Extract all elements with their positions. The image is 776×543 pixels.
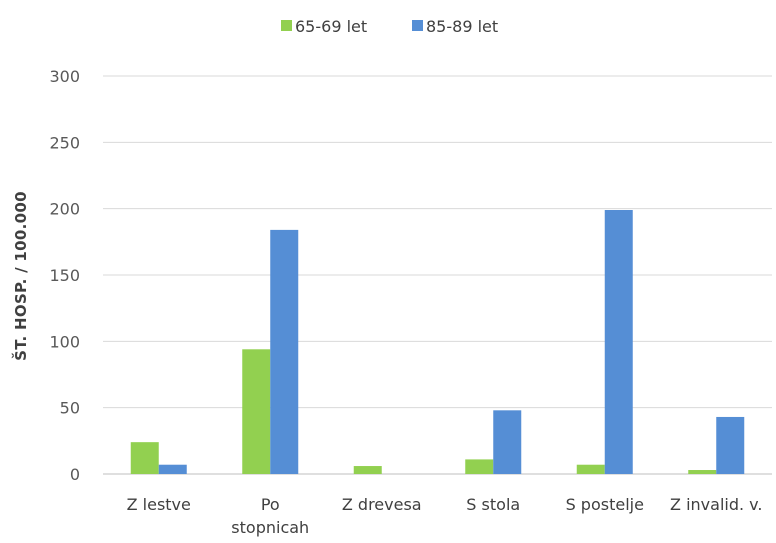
legend-swatch — [281, 20, 292, 31]
bar — [158, 464, 187, 474]
y-axis-label: ŠT. HOSP. / 100.000 — [11, 191, 30, 361]
bars — [130, 209, 745, 474]
bar — [604, 209, 633, 474]
legend-label: 85-89 let — [426, 17, 498, 36]
x-tick-labels: Z lestve Po stopnicah Z drevesa S stola S pos… — [127, 495, 763, 537]
y-tick-label: 0 — [70, 465, 80, 484]
y-tick-label: 250 — [49, 133, 80, 152]
legend-label: 65-69 let — [295, 17, 367, 36]
x-tick-label: Z invalid. v. — [670, 495, 762, 514]
x-tick-label: S postelje — [566, 495, 644, 514]
bar — [576, 464, 605, 474]
y-tick-label: 200 — [49, 200, 80, 219]
x-tick-label: Po stopnicah — [231, 495, 309, 537]
bar — [353, 466, 382, 474]
y-tick-label: 100 — [49, 332, 80, 351]
y-tick-label: 300 — [49, 67, 80, 86]
bar — [465, 459, 494, 474]
y-tick-labels: 0 50 100 150 200 250 300 — [49, 67, 80, 484]
y-tick-label: 150 — [49, 266, 80, 285]
x-tick-label: Z lestve — [127, 495, 191, 514]
x-tick-label: S stola — [466, 495, 520, 514]
bar — [242, 349, 271, 474]
bar — [130, 442, 159, 474]
legend-swatch — [412, 20, 423, 31]
y-tick-label: 50 — [60, 399, 80, 418]
bar — [270, 229, 299, 474]
legend: 65-69 let 85-89 let — [281, 17, 498, 36]
gridlines — [103, 75, 772, 475]
x-tick-label: Z drevesa — [342, 495, 422, 514]
bar — [688, 470, 717, 474]
bar — [716, 416, 745, 474]
bar — [493, 410, 522, 474]
